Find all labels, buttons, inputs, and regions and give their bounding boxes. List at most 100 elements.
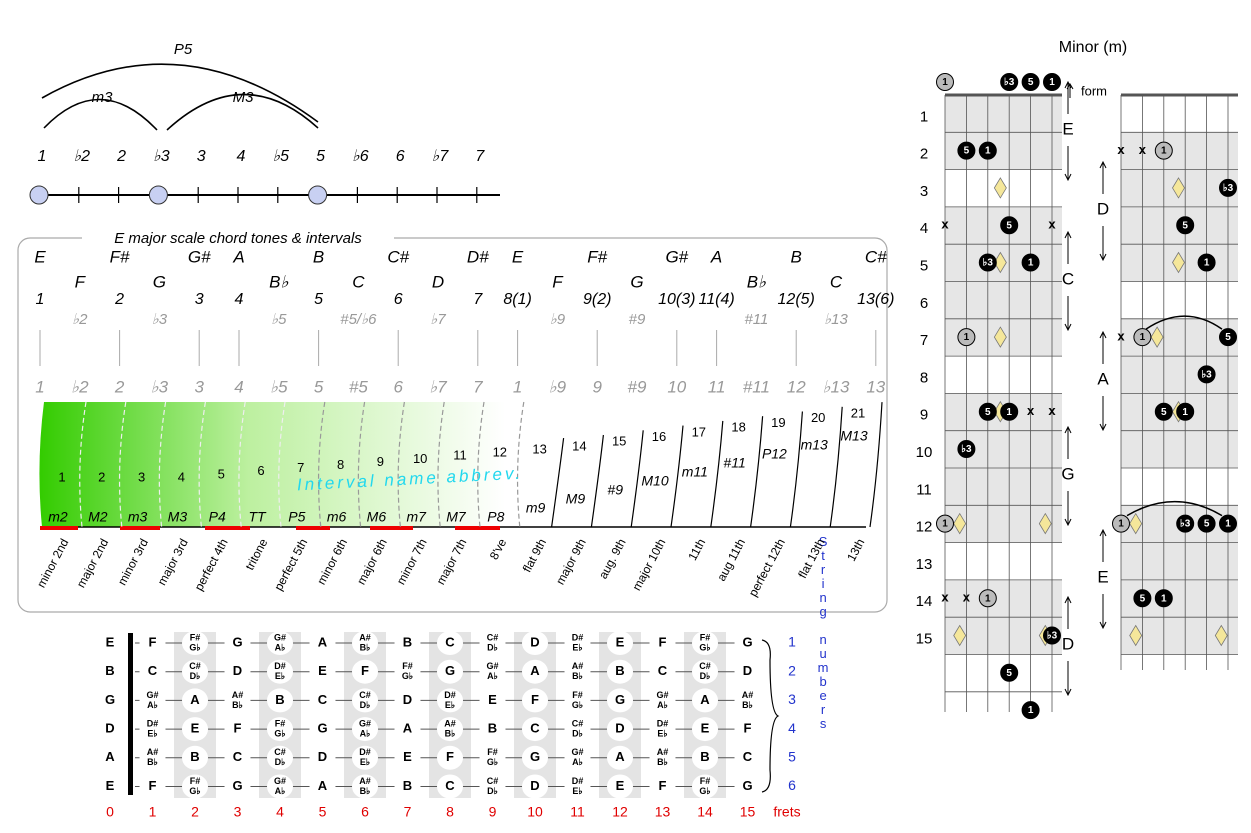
other-note: D	[432, 272, 444, 291]
fret-note-sharp: C#	[487, 632, 499, 642]
finger-label: 1	[1028, 258, 1034, 269]
note-backdrop	[182, 659, 208, 684]
scale-degree: 9(2)	[583, 291, 611, 308]
nut	[128, 633, 133, 795]
caged-form: E	[1062, 119, 1073, 138]
semitone-count: 6	[257, 463, 264, 478]
fret-note-sharp: F#	[700, 776, 711, 786]
fret-note-sharp: D#	[572, 632, 584, 642]
fret-note-sharp: A#	[572, 661, 584, 671]
fret-note-flat: E♭	[572, 642, 582, 652]
interval-divider	[630, 430, 644, 528]
fret-note-flat: E♭	[147, 728, 157, 738]
finger-dot	[1133, 589, 1152, 608]
fret-note: E	[488, 692, 497, 707]
form-arrow	[1064, 230, 1072, 264]
finger-label: 1	[1225, 519, 1231, 530]
chord-fret-number: 8	[920, 369, 928, 386]
degree-label: ♭5	[273, 148, 290, 165]
degree-label: ♭6	[352, 148, 369, 165]
chord-tone-marker	[148, 185, 168, 205]
fret-note: G	[445, 663, 455, 678]
note-backdrop	[437, 659, 463, 684]
chromatic-degree: 5	[314, 377, 324, 396]
fret-note: B	[700, 749, 709, 764]
finger-dot	[1021, 701, 1040, 720]
finger-dot	[1043, 73, 1061, 91]
note-backdrop	[394, 631, 421, 655]
note-backdrop	[352, 688, 378, 713]
fret-note: D	[318, 749, 327, 764]
fret-number: 14	[697, 804, 713, 820]
note-backdrop	[224, 745, 251, 770]
chromatic-degree: ♭13	[823, 377, 850, 396]
fret-note: D	[233, 663, 242, 678]
altered-degree: #11	[744, 311, 768, 328]
note-backdrop	[139, 659, 166, 684]
fret-note: C	[233, 749, 243, 764]
fret-number: 7	[404, 804, 412, 820]
form-arrow	[1099, 226, 1107, 262]
fret-band	[429, 632, 471, 798]
fret-number: 13	[655, 804, 671, 820]
fret-number: 5	[319, 804, 327, 820]
finger-label: 1	[1118, 519, 1124, 530]
note-backdrop	[267, 688, 293, 713]
finger-dot	[1021, 253, 1040, 272]
caged-form: C	[1062, 269, 1074, 288]
inlay-diamond	[993, 177, 1007, 199]
fret-note-flat: E♭	[360, 757, 370, 767]
chord-fret-number: 2	[920, 146, 928, 163]
fret-note-flat: B♭	[360, 642, 371, 652]
interval-divider	[590, 434, 604, 528]
fret-note-flat: E♭	[657, 728, 667, 738]
finger-dot	[957, 328, 976, 347]
fret-note-flat: A♭	[275, 642, 286, 652]
fret-note-flat: D♭	[700, 671, 711, 681]
fret-number: 0	[106, 804, 114, 820]
finger-label: 5	[1161, 407, 1167, 418]
other-note: B♭	[269, 272, 289, 291]
finger-label: 1	[1006, 407, 1012, 418]
finger-dot	[936, 514, 954, 533]
semitone-count: 5	[218, 466, 225, 481]
fret-note: A	[615, 749, 625, 764]
muted-mark: x	[941, 590, 949, 605]
interval-arc	[43, 98, 158, 131]
fret-band	[684, 632, 726, 798]
note-backdrop	[437, 631, 463, 655]
semitone-count: 4	[178, 469, 185, 484]
inlay-diamond	[1172, 251, 1185, 274]
fret-note: A	[190, 692, 200, 707]
fret-note: G	[742, 634, 752, 649]
fret-note-sharp: A#	[444, 718, 456, 728]
finger-label: ♭3	[1223, 183, 1234, 194]
finger-dot	[1197, 365, 1216, 384]
finger-label: 5	[1006, 220, 1012, 231]
interval-divider	[789, 411, 803, 528]
form-arrow	[1064, 661, 1072, 697]
scale-degree: 8(1)	[503, 291, 531, 308]
note-backdrop	[352, 659, 378, 684]
note-backdrop	[309, 717, 336, 742]
scale-note: E	[34, 247, 46, 266]
fret-note: B	[488, 721, 497, 736]
interval-abbrev: m9	[526, 500, 546, 516]
fret-number: 1	[149, 804, 157, 820]
fret-note-sharp: C#	[572, 718, 584, 728]
note-backdrop	[309, 659, 336, 684]
fret-note-sharp: F#	[190, 632, 201, 642]
finger-dot	[1000, 663, 1019, 682]
fret-note-sharp: A#	[657, 747, 669, 757]
note-backdrop	[437, 745, 463, 770]
note-backdrop	[479, 659, 506, 684]
chord-fret-number: 15	[916, 630, 933, 647]
note-backdrop	[649, 774, 676, 799]
fret-note: F	[361, 663, 369, 678]
open-string: D	[105, 721, 114, 736]
interval-abbrev: P8	[487, 509, 504, 525]
fret-note: E	[616, 634, 625, 649]
finger-dot	[957, 440, 976, 458]
fret-note: A	[403, 721, 413, 736]
finger-dot	[1176, 402, 1195, 421]
